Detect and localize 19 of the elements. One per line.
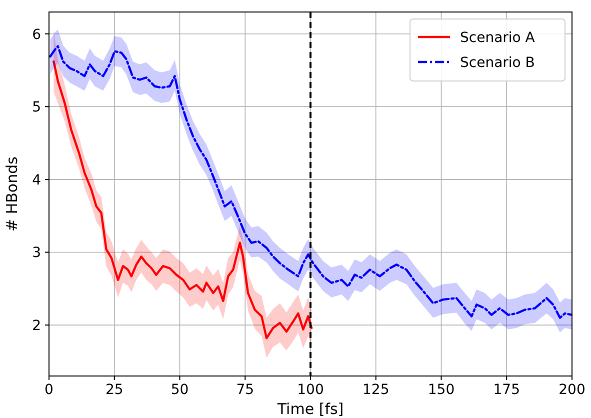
- x-tick-label: 25: [105, 382, 124, 398]
- x-tick-label: 175: [493, 382, 520, 398]
- x-tick-label: 0: [44, 382, 54, 398]
- legend-label: Scenario B: [460, 55, 535, 71]
- y-axis-title: # HBonds: [3, 156, 21, 232]
- x-tick-label: 75: [236, 382, 254, 398]
- x-axis-title: Time [fs]: [276, 400, 344, 418]
- x-tick-label: 200: [558, 382, 586, 398]
- y-tick-label: 2: [32, 318, 41, 334]
- line-series: [52, 60, 313, 340]
- y-tick-label: 4: [32, 172, 42, 188]
- x-tick-label: 100: [297, 382, 324, 398]
- legend-label: Scenario A: [460, 30, 536, 46]
- x-tick-label: 150: [428, 382, 455, 398]
- x-tick-label: 50: [170, 382, 189, 398]
- y-tick-label: 3: [32, 245, 41, 262]
- y-tick-label: 6: [32, 26, 42, 43]
- y-tick-label: 5: [32, 100, 41, 116]
- x-tick-label: 125: [362, 382, 390, 398]
